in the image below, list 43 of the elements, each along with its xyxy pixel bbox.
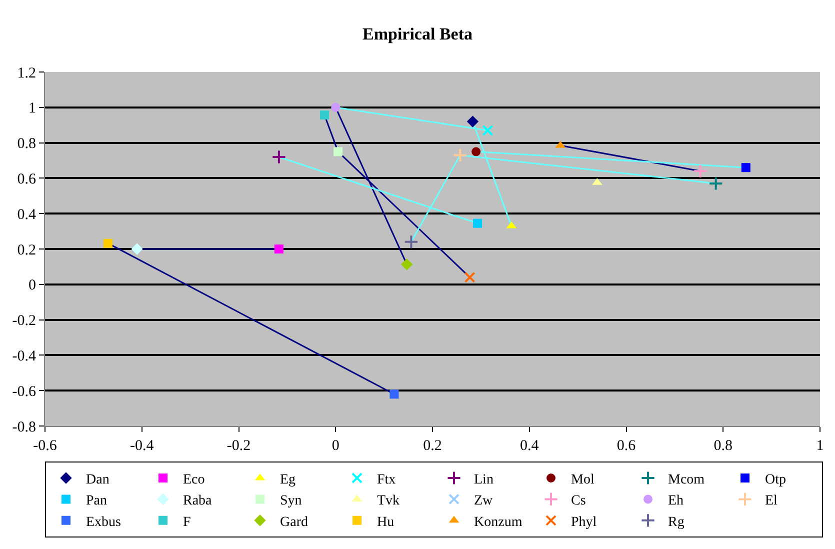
x-tick-label: 0.4	[520, 438, 540, 454]
y-tick-label: -0.2	[12, 313, 36, 330]
legend-label: Exbus	[86, 514, 121, 530]
legend-label: Otp	[765, 472, 786, 488]
y-tick-label: 1.2	[17, 65, 36, 82]
x-tick-label: 0	[332, 438, 340, 454]
y-tick-label: -0.6	[12, 384, 36, 400]
y-tick-label: -0.8	[12, 419, 36, 436]
legend-label: Eco	[183, 472, 205, 488]
x-tick-label: 0.6	[616, 438, 636, 454]
legend-label: Hu	[377, 514, 394, 530]
y-tick-label: 0.8	[17, 136, 36, 152]
y-tick-label: 0	[28, 278, 36, 294]
legend-label: Cs	[571, 494, 586, 509]
y-tick-label: 0.2	[17, 242, 36, 258]
y-tick-label: 0.4	[17, 206, 36, 223]
legend-label: F	[183, 514, 191, 530]
legend-label: Lin	[474, 472, 494, 488]
legend-label: Tvk	[377, 494, 400, 509]
legend-label: Syn	[280, 494, 302, 509]
legend-label: Mcom	[668, 472, 705, 488]
legend-label: Gard	[280, 514, 308, 530]
legend-label: Raba	[183, 494, 213, 509]
legend-label: Eh	[668, 494, 684, 509]
legend-label: El	[765, 494, 778, 509]
legend-label: Dan	[86, 472, 110, 488]
legend-label: Konzum	[474, 514, 522, 530]
x-tick-label: -0.4	[130, 438, 154, 454]
legend-label: Phyl	[571, 514, 597, 530]
x-tick-label: -0.2	[226, 438, 251, 454]
x-tick-label: 1	[816, 438, 824, 454]
y-tick-label: 0.6	[17, 171, 36, 188]
legend-label: Eg	[280, 472, 296, 488]
y-tick-label: 1	[28, 100, 36, 117]
y-tick-label: -0.4	[12, 348, 36, 364]
legend-label: Mol	[571, 472, 594, 488]
legend-label: Zw	[474, 494, 494, 509]
legend-label: Ftx	[377, 472, 396, 488]
chart-title: Empirical Beta	[362, 24, 473, 44]
x-tick-label: 0.2	[423, 438, 442, 454]
legend-label: Rg	[668, 514, 684, 530]
legend-label: Pan	[86, 494, 107, 509]
x-tick-label: 0.8	[714, 438, 733, 454]
